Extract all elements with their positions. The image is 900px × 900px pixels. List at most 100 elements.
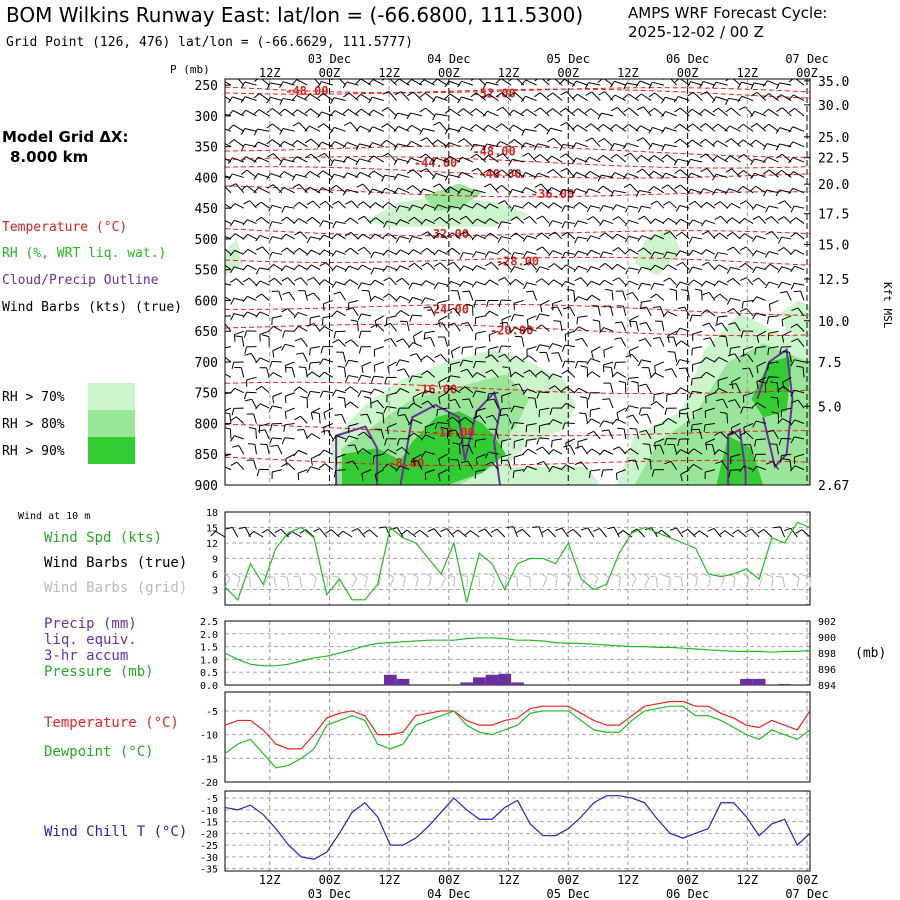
wind-barb-flag: [433, 262, 441, 267]
wind-barb-flag: [272, 350, 275, 358]
wind-barb: [424, 390, 435, 394]
wind-barb: [500, 140, 512, 148]
wind-barb-flag: [610, 190, 615, 198]
wind-barb-flag: [238, 526, 246, 530]
wind-barb-flag: [586, 205, 592, 213]
wind-barb-flag: [376, 411, 384, 415]
wind-barb: [411, 140, 423, 148]
wind-barb-flag: [384, 377, 388, 385]
wind-barb: [781, 281, 792, 286]
wind-barb-flag: [342, 172, 348, 179]
wind-barb: [666, 154, 677, 163]
wind-barb: [705, 392, 716, 397]
wind-barb: [706, 309, 716, 317]
wind-barb-flag: [395, 249, 401, 256]
wind-barb: [387, 423, 397, 428]
wind-barb: [309, 93, 321, 101]
wind-barb-flag: [369, 233, 376, 240]
wind-barb: [411, 124, 423, 132]
wind-barb: [593, 431, 601, 440]
wind-barb-flag: [674, 138, 681, 144]
wind-barb-flag: [304, 93, 311, 100]
wind-barb: [284, 205, 295, 209]
wind-barb-flag: [700, 91, 707, 96]
wind-barb: [623, 428, 627, 439]
wind-barb: [617, 263, 627, 271]
wind-barb-flag: [498, 300, 502, 307]
wind-barb: [468, 398, 474, 409]
wind-barb: [743, 123, 754, 132]
wind-barb-flag: [408, 342, 414, 349]
wind-barb: [514, 266, 525, 271]
wind-barb-flag: [431, 157, 437, 164]
wind-barb: [350, 339, 359, 347]
wind-barb: [310, 236, 321, 240]
wind-barb: [501, 315, 512, 321]
wind-barb-flag: [700, 249, 707, 255]
wind-barb-flag: [770, 396, 778, 399]
wind-barb: [603, 346, 614, 351]
wind-barb-flag: [256, 469, 260, 477]
wind-barb: [744, 217, 754, 224]
wind-barb: [792, 187, 805, 194]
wind-barb: [629, 107, 639, 117]
wind-barb-flag: [729, 383, 737, 386]
wind-barb: [414, 262, 423, 271]
wind-barb-flag: [448, 429, 456, 432]
wind-barb-flag: [406, 140, 412, 147]
wind-barb-flag: [294, 277, 302, 282]
wind-barb: [489, 279, 499, 286]
wind-barb: [692, 219, 703, 225]
wind-barb-flag: [217, 264, 222, 268]
wind-barb-flag: [335, 457, 338, 465]
wind-barb-flag: [448, 398, 456, 402]
wind-barb: [589, 156, 601, 163]
wind-barb: [297, 449, 308, 455]
wind-barb-flag: [382, 249, 388, 256]
wind-barb: [374, 469, 385, 476]
wind-barb: [742, 185, 754, 194]
wind-barb-flag: [408, 402, 414, 409]
wind-barb: [703, 80, 716, 86]
wind-barb: [793, 171, 805, 178]
wind-barb-flag: [255, 293, 262, 299]
wind-barb: [626, 142, 639, 148]
wind-barb-flag: [293, 247, 300, 253]
wind-barb: [755, 185, 767, 194]
wind-barb-flag: [406, 79, 412, 85]
wind-barb: [552, 465, 563, 471]
wind-barb-flag: [562, 422, 566, 430]
wind-barb: [613, 527, 620, 538]
wind-barb: [615, 124, 627, 132]
wind-barb-flag: [496, 153, 503, 158]
wind-barb-flag: [419, 92, 426, 98]
wind-barb-flag: [444, 93, 451, 100]
wind-barb: [399, 205, 410, 209]
wind-barb: [506, 414, 512, 424]
wind-barb: [325, 200, 334, 209]
wind-barb: [794, 265, 805, 271]
pressure-tick: 400: [195, 171, 218, 186]
wind-barb-flag: [765, 461, 773, 465]
wind-barb-flag: [490, 528, 498, 533]
wind-barb-flag: [616, 412, 619, 420]
pressure-tick: 450: [195, 202, 218, 217]
wind-barb: [439, 232, 448, 240]
wind-barb-flag: [217, 203, 222, 208]
wind-barb: [285, 453, 295, 460]
wind-barb-flag: [423, 306, 431, 309]
wind-barb-flag: [483, 183, 491, 188]
wind-barb: [399, 359, 410, 363]
wind-barb-flag: [457, 188, 463, 195]
wind-barb-flag: [782, 458, 790, 461]
precip-tick: 2.5: [200, 617, 218, 628]
wind-barb-flag: [592, 573, 599, 579]
wind-barb-flag: [750, 185, 757, 192]
wind-barb: [639, 80, 652, 86]
wind-barb-flag: [450, 351, 454, 359]
temperature-contour-label: -36.00: [531, 187, 574, 201]
wind-barb-flag: [342, 142, 348, 149]
wind-barb-flag: [617, 530, 624, 536]
wind-barb: [501, 236, 512, 240]
wind-barb: [784, 200, 792, 209]
